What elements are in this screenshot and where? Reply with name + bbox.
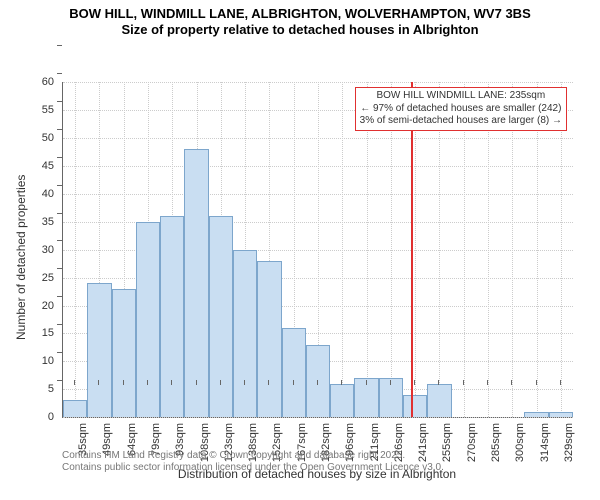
ytick-mark: [57, 101, 62, 102]
ytick-label: 10: [0, 355, 54, 367]
histogram-bar: [403, 395, 427, 417]
histogram-bar: [257, 261, 281, 417]
xtick-mark: [487, 380, 488, 385]
gridline-v: [367, 82, 368, 417]
histogram-bar: [549, 412, 573, 418]
histogram-bar: [63, 400, 87, 417]
ytick-mark: [57, 129, 62, 130]
histogram-bar: [427, 384, 451, 418]
ytick-mark: [57, 45, 62, 46]
annotation-line: BOW HILL WINDMILL LANE: 235sqm: [360, 90, 562, 103]
xtick-mark: [414, 380, 415, 385]
xtick-mark: [147, 380, 148, 385]
histogram-bar: [112, 289, 136, 417]
title-line-2: Size of property relative to detached ho…: [0, 22, 600, 38]
ytick-mark: [57, 73, 62, 74]
xtick-mark: [244, 380, 245, 385]
histogram-bar: [233, 250, 257, 418]
xtick-label: 270sqm: [466, 423, 478, 462]
gridline-v: [464, 82, 465, 417]
xtick-mark: [536, 380, 537, 385]
xtick-mark: [98, 380, 99, 385]
xtick-mark: [293, 380, 294, 385]
histogram-bar: [136, 222, 160, 417]
credit-line-1: Contains HM Land Registry data © Crown c…: [62, 450, 444, 462]
histogram-bar: [209, 216, 233, 417]
ytick-mark: [57, 157, 62, 158]
ytick-label: 20: [0, 300, 54, 312]
xtick-mark: [317, 380, 318, 385]
xtick-mark: [74, 380, 75, 385]
annotation-box: BOW HILL WINDMILL LANE: 235sqm← 97% of d…: [355, 87, 567, 131]
xtick-mark: [171, 380, 172, 385]
xtick-label: 329sqm: [563, 423, 575, 462]
credit-line-2: Contains public sector information licen…: [62, 462, 444, 474]
gridline-v: [537, 82, 538, 417]
ytick-mark: [57, 352, 62, 353]
ytick-label: 5: [0, 383, 54, 395]
xtick-label: 300sqm: [514, 423, 526, 462]
gridline-v: [488, 82, 489, 417]
histogram-bar: [379, 378, 403, 417]
xtick-mark: [366, 380, 367, 385]
histogram-bar: [184, 149, 208, 417]
xtick-mark: [341, 380, 342, 385]
gridline-v: [342, 82, 343, 417]
ytick-mark: [57, 268, 62, 269]
ytick-label: 30: [0, 244, 54, 256]
ytick-mark: [57, 240, 62, 241]
gridline-h: [63, 417, 573, 418]
xtick-label: 285sqm: [490, 423, 502, 462]
ytick-mark: [57, 213, 62, 214]
histogram-bar: [330, 384, 354, 418]
gridline-v: [391, 82, 392, 417]
ytick-label: 40: [0, 188, 54, 200]
ytick-label: 0: [0, 411, 54, 423]
ytick-mark: [57, 380, 62, 381]
histogram-bar: [87, 283, 111, 417]
ytick-label: 15: [0, 327, 54, 339]
annotation-line: ← 97% of detached houses are smaller (24…: [360, 103, 562, 116]
histogram-bar: [524, 412, 548, 418]
gridline-v: [439, 82, 440, 417]
gridline-v: [415, 82, 416, 417]
ytick-label: 50: [0, 132, 54, 144]
xtick-mark: [390, 380, 391, 385]
ytick-label: 55: [0, 104, 54, 116]
xtick-mark: [268, 380, 269, 385]
xtick-label: 314sqm: [539, 423, 551, 462]
xtick-mark: [463, 380, 464, 385]
xtick-mark: [196, 380, 197, 385]
ytick-label: 25: [0, 272, 54, 284]
ytick-mark: [57, 185, 62, 186]
histogram-bar: [282, 328, 306, 417]
ytick-label: 45: [0, 160, 54, 172]
histogram-bar: [354, 378, 378, 417]
xtick-mark: [438, 380, 439, 385]
ytick-mark: [57, 296, 62, 297]
ytick-label: 60: [0, 76, 54, 88]
gridline-v: [75, 82, 76, 417]
plot-area: BOW HILL WINDMILL LANE: 235sqm← 97% of d…: [62, 82, 573, 418]
credit-block: Contains HM Land Registry data © Crown c…: [62, 450, 444, 474]
gridline-v: [512, 82, 513, 417]
xtick-mark: [220, 380, 221, 385]
title-line-1: BOW HILL, WINDMILL LANE, ALBRIGHTON, WOL…: [0, 6, 600, 22]
xtick-mark: [511, 380, 512, 385]
xtick-mark: [123, 380, 124, 385]
histogram-bar: [160, 216, 184, 417]
gridline-v: [561, 82, 562, 417]
chart-title: BOW HILL, WINDMILL LANE, ALBRIGHTON, WOL…: [0, 0, 600, 37]
xtick-mark: [560, 380, 561, 385]
reference-line: [411, 82, 413, 417]
ytick-mark: [57, 324, 62, 325]
ytick-label: 35: [0, 216, 54, 228]
annotation-line: 3% of semi-detached houses are larger (8…: [360, 115, 562, 128]
